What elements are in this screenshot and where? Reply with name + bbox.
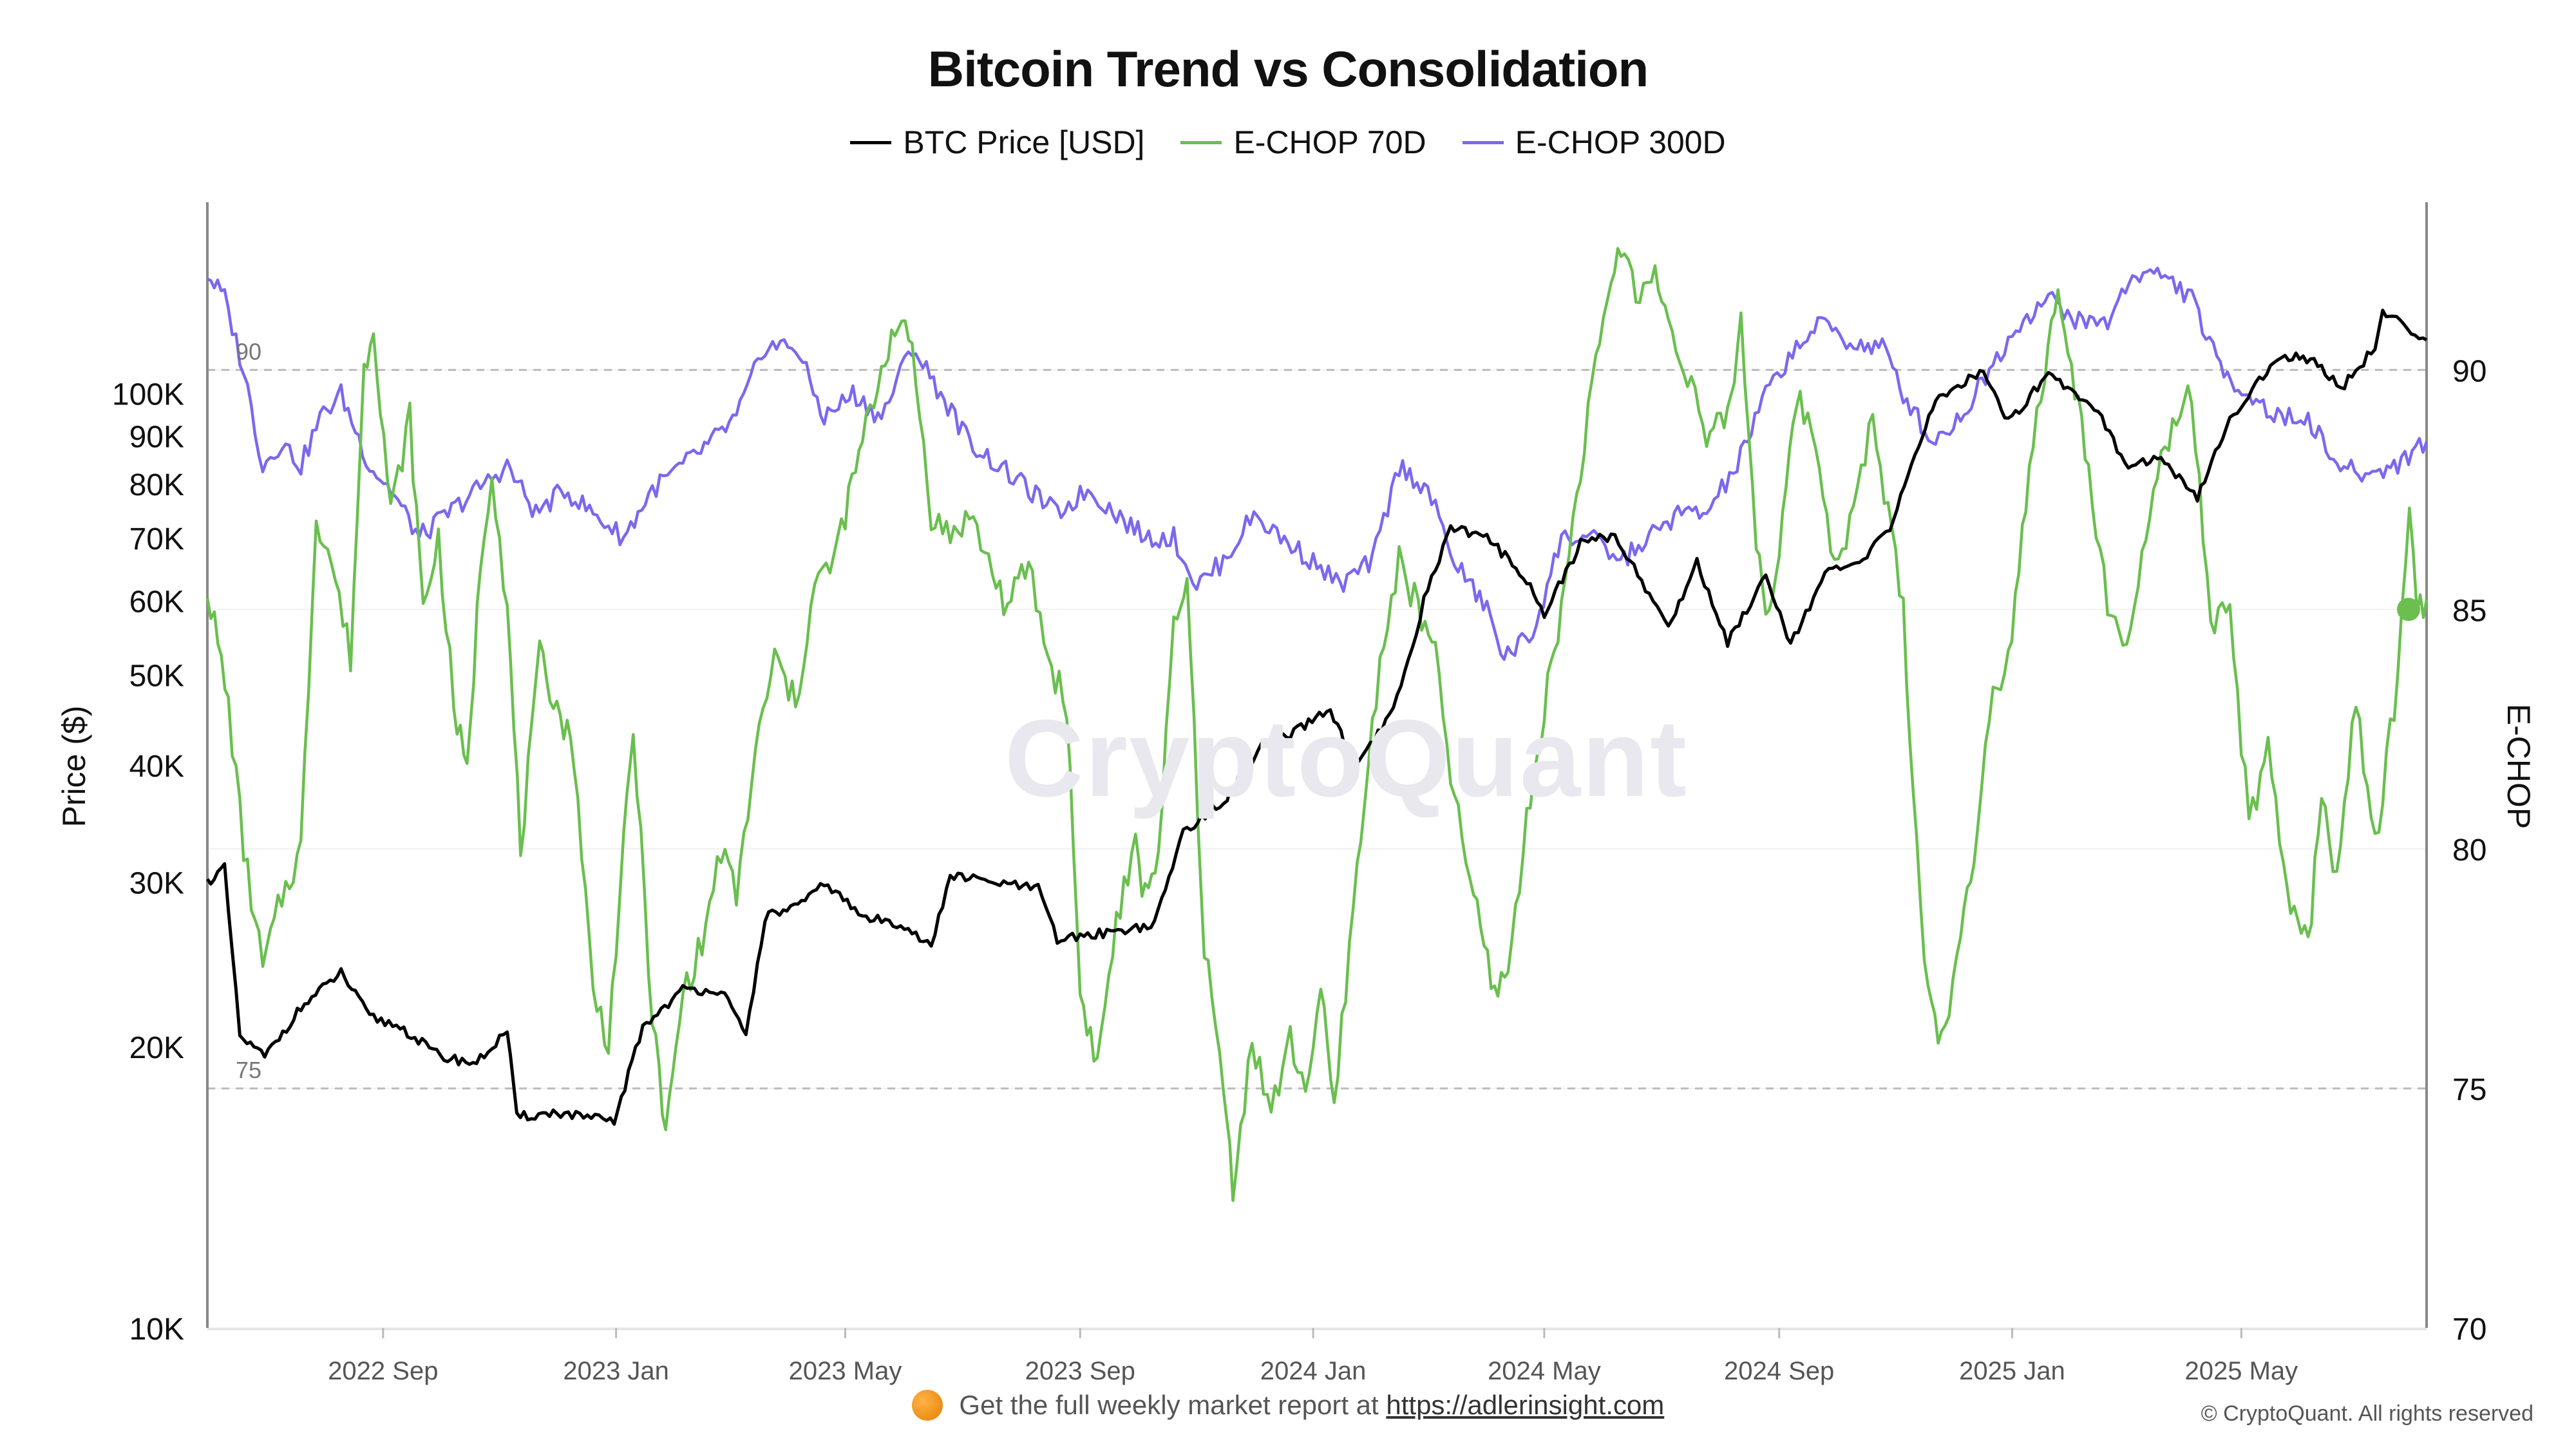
x-tick-label: 2025 Jan — [1959, 1357, 2065, 1385]
reference-label-75: 75 — [236, 1057, 261, 1083]
y-left-tick-90K: 90K — [129, 421, 184, 455]
series-btc-price — [205, 308, 2428, 1126]
y-left-tick-40K: 40K — [129, 750, 184, 784]
y-left-axis-label: Price ($) — [56, 706, 92, 828]
y-left-tick-30K: 30K — [129, 866, 184, 900]
y-left-tick-100K: 100K — [112, 377, 184, 412]
y-left-tick-20K: 20K — [129, 1031, 184, 1065]
x-tick-label: 2023 May — [789, 1357, 902, 1385]
legend-item-echop-300d[interactable]: E-CHOP 300D — [1462, 124, 1726, 161]
legend-item-echop-70d[interactable]: E-CHOP 70D — [1180, 124, 1426, 161]
grid-layer — [207, 368, 2427, 1329]
x-tick-label: 2022 Sep — [328, 1357, 438, 1385]
x-tick-label: 2024 May — [1488, 1357, 1601, 1385]
footer-link[interactable]: https://adlerinsight.com — [1386, 1390, 1665, 1420]
legend-swatch-300d — [1462, 140, 1504, 144]
legend-swatch-btc — [850, 140, 892, 144]
watermark: CryptoQuant — [1005, 697, 1688, 820]
y-right-tick-85: 85 — [2452, 594, 2486, 628]
series-echop-70d — [205, 247, 2429, 1202]
legend-item-btc-price[interactable]: BTC Price [USD] — [850, 124, 1144, 161]
reference-label-90: 90 — [236, 338, 261, 365]
x-tick-label: 2023 Sep — [1025, 1357, 1135, 1385]
legend: BTC Price [USD] E-CHOP 70D E-CHOP 300D — [0, 124, 2576, 161]
y-right-axis-label: E-CHOP — [2501, 704, 2537, 829]
y-left-tick-50K: 50K — [129, 659, 184, 693]
footer: Get the full weekly market report at htt… — [0, 1390, 2576, 1421]
axes-layer — [206, 202, 2428, 1338]
legend-label-300d: E-CHOP 300D — [1515, 124, 1726, 160]
y-right-tick-75: 75 — [2452, 1073, 2486, 1107]
copyright: © CryptoQuant. All rights reserved — [2201, 1401, 2533, 1426]
y-right-tick-80: 80 — [2452, 833, 2486, 867]
series-layer — [205, 247, 2429, 1202]
x-tick-label: 2024 Sep — [1724, 1357, 1834, 1385]
chart-title: Bitcoin Trend vs Consolidation — [927, 41, 1649, 97]
y-left-tick-70K: 70K — [129, 522, 184, 556]
label-layer: 90 75 10K 20K 30K 40K 50K 60K 70K 80K 90K 100K 70 75 8… — [56, 338, 2537, 1385]
y-right-tick-70: 70 — [2452, 1312, 2486, 1347]
end-marker-echop-70d — [2397, 598, 2420, 621]
legend-label-btc: BTC Price [USD] — [903, 124, 1145, 160]
orange-circle-icon — [911, 1390, 943, 1421]
y-left-tick-60K: 60K — [129, 585, 184, 619]
x-tick-label: 2024 Jan — [1260, 1357, 1367, 1385]
y-left-tick-10K: 10K — [129, 1312, 184, 1347]
footer-text: Get the full weekly market report at — [959, 1390, 1379, 1420]
y-right-tick-90: 90 — [2452, 354, 2486, 388]
legend-label-70d: E-CHOP 70D — [1233, 124, 1426, 160]
x-tick-label: 2025 May — [2185, 1357, 2298, 1385]
series-echop-300d — [207, 267, 2429, 661]
y-left-tick-80K: 80K — [129, 468, 184, 502]
legend-swatch-70d — [1180, 140, 1222, 144]
x-tick-label: 2023 Jan — [563, 1357, 669, 1385]
